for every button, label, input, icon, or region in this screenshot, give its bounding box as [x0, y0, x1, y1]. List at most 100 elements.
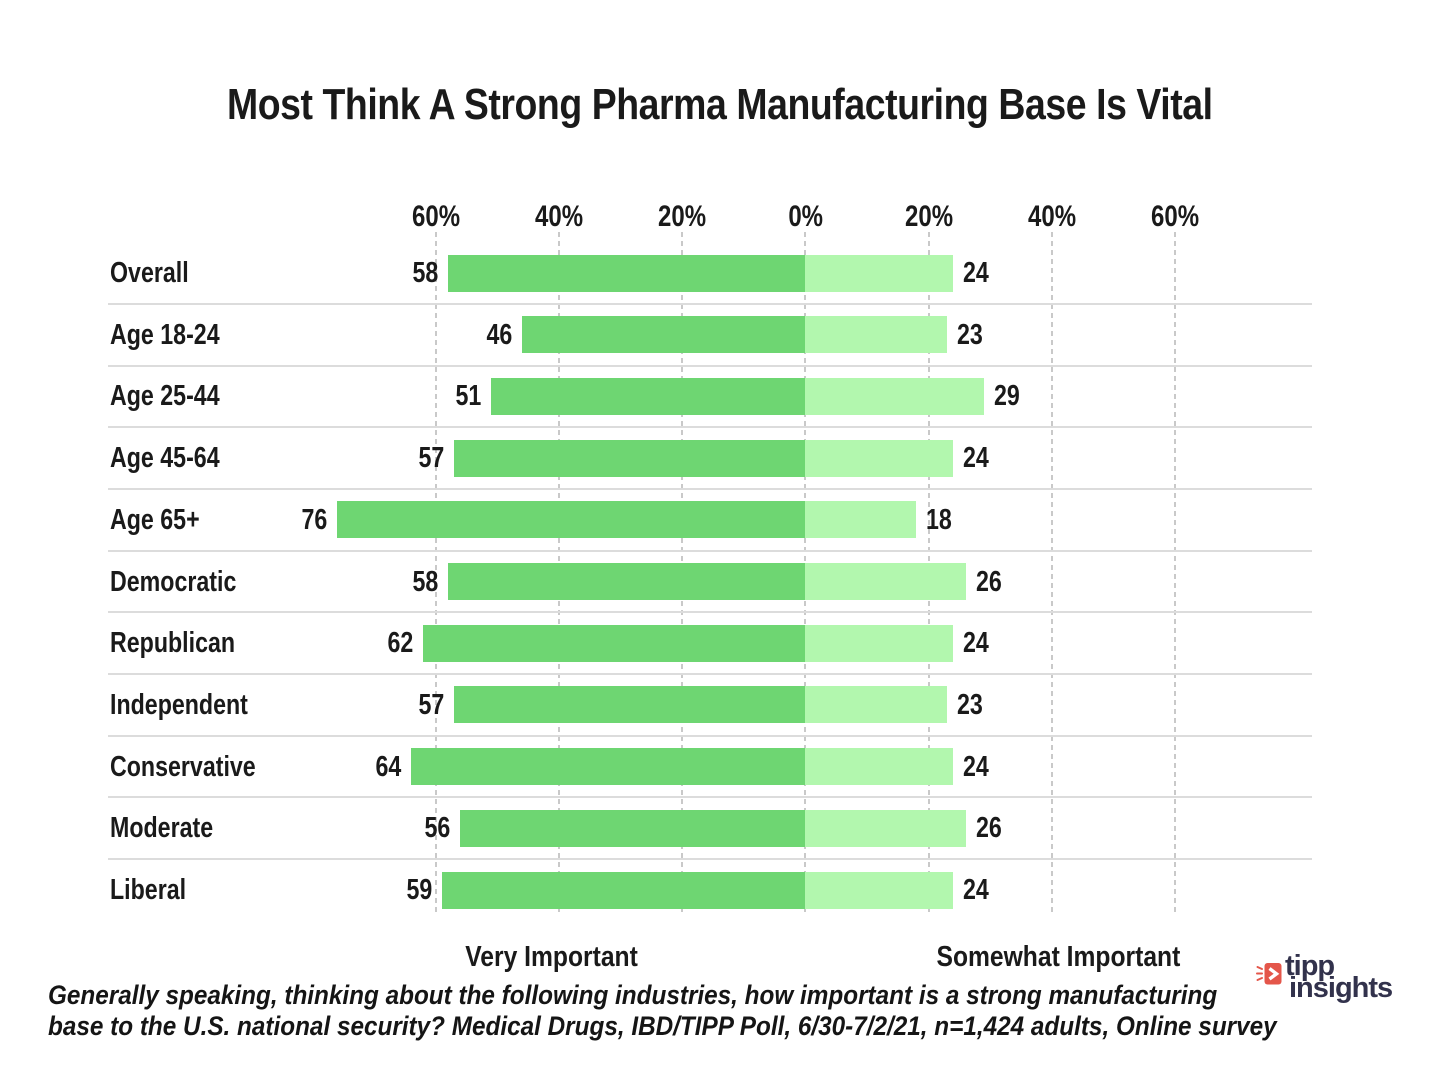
- value-very-important-text: 76: [301, 503, 327, 536]
- bar-somewhat-important: [805, 563, 966, 600]
- row-label: Independent: [110, 689, 282, 721]
- row-label-text: Age 25-44: [110, 380, 220, 413]
- row-label: Liberal: [110, 874, 205, 906]
- value-somewhat-important: 26: [976, 812, 1106, 844]
- row-label-text: Overall: [110, 257, 189, 289]
- bar-somewhat-important: [805, 501, 917, 539]
- value-somewhat-important-text: 24: [963, 627, 990, 660]
- value-very-important: 56: [320, 812, 450, 844]
- footer-line-2-text: base to the U.S. national security? Medi…: [48, 1011, 1277, 1041]
- row-label-text: Age 18-24: [110, 318, 220, 351]
- value-somewhat-important-text: 24: [963, 750, 990, 783]
- value-very-important: 58: [308, 257, 438, 289]
- value-somewhat-important: 24: [963, 874, 1093, 906]
- footer-line-1: Generally speaking, thinking about the f…: [48, 980, 1347, 1011]
- row-label: Age 25-44: [110, 380, 247, 412]
- axis-gridline: [1050, 232, 1053, 912]
- bar-very-important: [447, 254, 806, 292]
- axis-tick-label: 60%: [1105, 200, 1245, 234]
- bar-somewhat-important: [805, 254, 954, 292]
- bar-very-important: [454, 686, 806, 724]
- row-separator: [108, 611, 1312, 614]
- axis-tick-text: 0%: [788, 200, 823, 233]
- row-label: Democratic: [110, 566, 268, 598]
- row-label-text: Age 65+: [110, 503, 200, 536]
- value-very-important-text: 58: [412, 257, 438, 289]
- value-somewhat-important-text: 23: [957, 318, 983, 351]
- bar-very-important: [454, 439, 806, 477]
- value-very-important-text: 46: [486, 318, 512, 351]
- row-separator: [108, 426, 1312, 429]
- value-somewhat-important: 24: [963, 751, 1093, 783]
- row-separator: [108, 796, 1312, 799]
- bar-very-important: [423, 624, 806, 662]
- axis-tick-text: 20%: [658, 200, 707, 233]
- row-label-text: Conservative: [110, 750, 256, 783]
- axis-tick-label: 0%: [735, 200, 875, 234]
- chart-title: Most Think A Strong Pharma Manufacturing…: [0, 80, 1440, 130]
- axis-gridline: [1174, 232, 1177, 912]
- axis-tick-text: 40%: [534, 200, 583, 233]
- row-label: Conservative: [110, 751, 292, 783]
- row-separator: [108, 487, 1312, 490]
- bar-very-important: [460, 809, 806, 847]
- value-very-important: 59: [302, 874, 432, 906]
- row-label: Age 18-24: [110, 319, 247, 351]
- value-somewhat-important: 23: [957, 319, 1087, 351]
- bar-very-important: [441, 871, 806, 909]
- value-somewhat-important: 26: [976, 566, 1106, 598]
- row-label-text: Republican: [110, 627, 236, 660]
- value-very-important-text: 56: [424, 812, 451, 845]
- value-very-important-text: 57: [418, 442, 445, 475]
- row-separator: [108, 734, 1312, 737]
- axis-tick-label: 40%: [489, 200, 629, 234]
- value-very-important-text: 62: [387, 627, 414, 660]
- bar-somewhat-important: [805, 809, 966, 847]
- axis-tick-text: 40%: [1027, 200, 1076, 233]
- value-somewhat-important-text: 24: [963, 442, 990, 475]
- value-very-important: 57: [314, 689, 444, 721]
- row-separator: [108, 673, 1312, 676]
- bar-somewhat-important: [805, 686, 948, 724]
- row-separator: [108, 364, 1312, 367]
- row-label: Age 65+: [110, 504, 222, 536]
- row-label-text: Liberal: [110, 874, 187, 906]
- value-very-important: 46: [382, 319, 512, 351]
- axis-tick-text: 60%: [411, 200, 460, 233]
- chart-title-text: Most Think A Strong Pharma Manufacturing…: [227, 80, 1213, 129]
- value-very-important-text: 59: [405, 874, 432, 906]
- row-label-text: Independent: [110, 688, 248, 721]
- tipp-insights-megaphone-icon: [1256, 963, 1282, 985]
- row-label: Moderate: [110, 812, 239, 844]
- value-very-important: 51: [351, 380, 481, 412]
- bar-very-important: [521, 316, 806, 354]
- bar-very-important: [337, 501, 806, 539]
- row-label-text: Age 45-64: [110, 442, 220, 475]
- value-very-important: 62: [283, 627, 413, 659]
- row-label-text: Moderate: [110, 812, 214, 845]
- bar-somewhat-important: [805, 377, 985, 415]
- value-somewhat-important-text: 23: [957, 688, 983, 721]
- axis-tick-label: 20%: [859, 200, 999, 234]
- legend-very-important-label: Very Important: [465, 941, 639, 973]
- bar-somewhat-important: [805, 624, 954, 662]
- axis-tick-text: 60%: [1151, 200, 1200, 233]
- value-very-important-text: 57: [418, 688, 445, 721]
- row-separator: [108, 549, 1312, 552]
- row-label: Overall: [110, 257, 208, 289]
- legend-somewhat-important: Somewhat Important: [888, 941, 1228, 974]
- value-somewhat-important: 29: [994, 380, 1124, 412]
- value-very-important: 64: [271, 751, 401, 783]
- bar-somewhat-important: [805, 871, 954, 909]
- legend-somewhat-important-label: Somewhat Important: [936, 941, 1180, 973]
- value-somewhat-important: 24: [963, 257, 1093, 289]
- value-somewhat-important-text: 18: [926, 503, 953, 536]
- value-somewhat-important-text: 24: [963, 257, 990, 289]
- value-somewhat-important: 24: [963, 627, 1093, 659]
- value-very-important: 57: [314, 442, 444, 474]
- bar-somewhat-important: [805, 748, 954, 786]
- bar-very-important: [491, 377, 806, 415]
- axis-tick-label: 40%: [982, 200, 1122, 234]
- bar-very-important: [447, 563, 806, 600]
